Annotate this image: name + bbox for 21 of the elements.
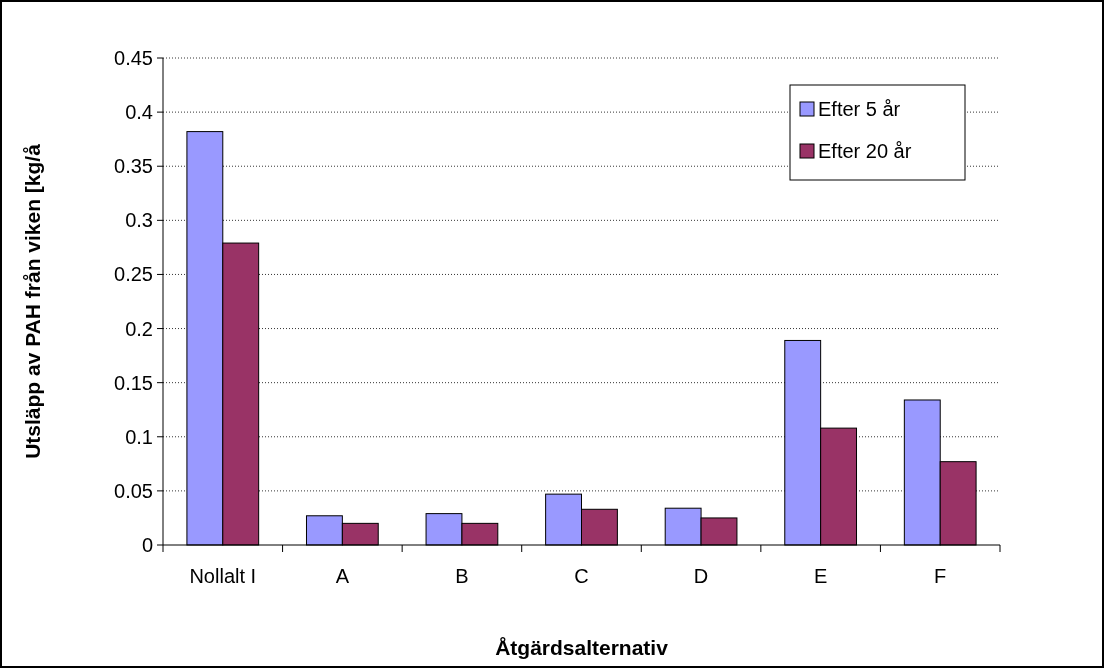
y-axis-title: Utsläpp av PAH från viken [kg/å (21, 143, 44, 459)
y-tick-label: 0.45 (114, 47, 153, 69)
x-tick-label: B (455, 565, 469, 587)
x-tick-label: Nollalt I (189, 565, 257, 587)
x-tick-label: F (934, 565, 947, 587)
y-tick-label: 0.3 (125, 209, 153, 232)
x-tick-label: C (574, 565, 589, 587)
x-tick-label: A (335, 565, 350, 587)
x-tick-label: E (813, 565, 828, 587)
x-axis-title: Åtgärdsalternativ (495, 636, 669, 659)
y-tick-label: 0.25 (114, 263, 153, 286)
y-tick-label: 0.35 (114, 155, 153, 178)
y-tick-label: 0.1 (125, 425, 153, 448)
y-tick-label: 0.05 (114, 479, 153, 502)
y-tick-label: 0.15 (114, 371, 153, 394)
legend-label: Efter 5 år (818, 98, 901, 120)
y-tick-label: 0 (141, 534, 153, 556)
y-tick-label: 0.4 (125, 101, 153, 124)
x-tick-label: D (693, 565, 709, 587)
y-tick-label: 0.2 (125, 317, 153, 340)
legend-label: Efter 20 år (818, 140, 912, 162)
